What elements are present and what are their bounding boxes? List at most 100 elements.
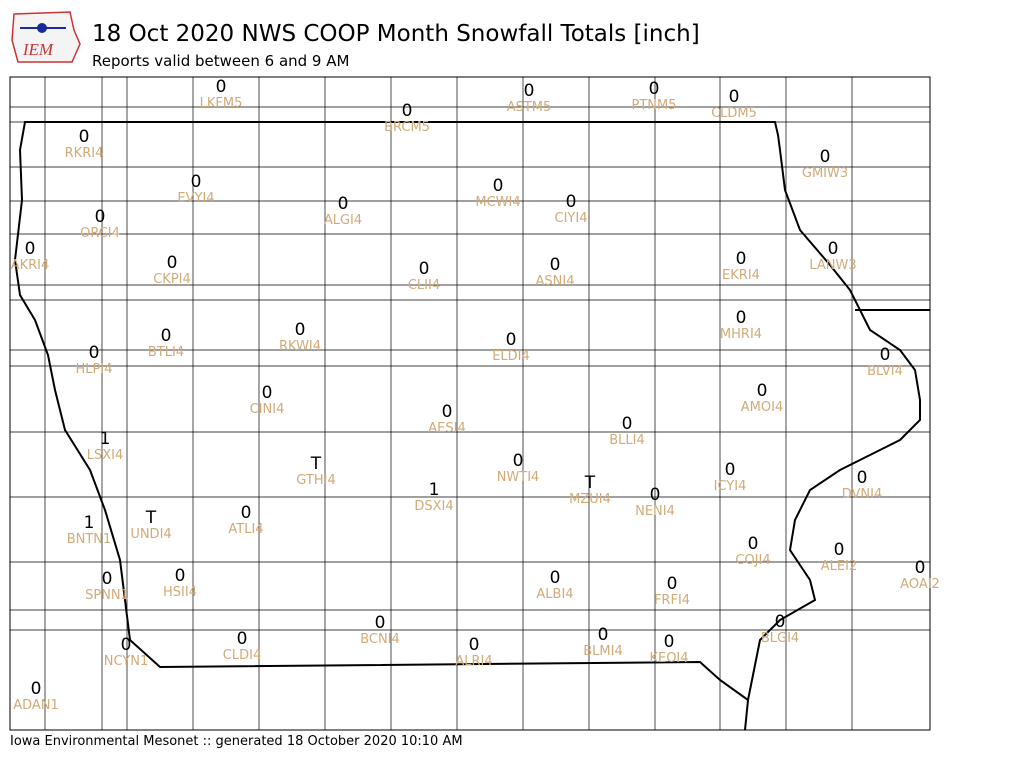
station-value: 0 xyxy=(493,176,504,196)
station-id: BRCM5 xyxy=(384,120,430,135)
station-id: BLMI4 xyxy=(583,644,622,659)
station-id: LKFM5 xyxy=(200,96,243,111)
station-value: 0 xyxy=(402,101,413,121)
station-value: 0 xyxy=(121,635,132,655)
station-id: GMIW3 xyxy=(802,166,848,181)
station-value: 0 xyxy=(102,569,113,589)
station-id: ICYI4 xyxy=(714,479,747,494)
state-border xyxy=(13,121,921,702)
station-id: EKRI4 xyxy=(722,268,760,283)
station-value: 0 xyxy=(419,259,430,279)
station-value: 0 xyxy=(167,253,178,273)
station-id: NWTI4 xyxy=(497,470,540,485)
station-id: RKRI4 xyxy=(65,146,104,161)
county-lines xyxy=(10,77,930,730)
station-id: EVYI4 xyxy=(177,191,214,206)
station-value: 0 xyxy=(338,194,349,214)
station-value: 0 xyxy=(469,635,480,655)
station-value: 0 xyxy=(828,239,839,259)
station-id: ADAN1 xyxy=(13,698,59,713)
station-id: ATLI4 xyxy=(228,522,263,537)
station-value: 0 xyxy=(550,255,561,275)
station-id: PTNM5 xyxy=(632,98,677,113)
station-id: AMOI4 xyxy=(741,400,783,415)
station-id: AOAI2 xyxy=(900,577,940,592)
station-id: RKWI4 xyxy=(279,339,321,354)
station-value: 0 xyxy=(375,613,386,633)
station-id: CLDM5 xyxy=(711,106,757,121)
station-value: 0 xyxy=(191,172,202,192)
station-id: CIYI4 xyxy=(555,211,588,226)
map xyxy=(10,77,930,730)
station-id: ALEI2 xyxy=(821,559,857,574)
station-value: 0 xyxy=(31,679,42,699)
station-value: 0 xyxy=(442,402,453,422)
station-value: 0 xyxy=(857,468,868,488)
station-value: 0 xyxy=(757,381,768,401)
station-value: 0 xyxy=(820,147,831,167)
station-id: CLII4 xyxy=(408,278,440,293)
station-value: 0 xyxy=(598,625,609,645)
station-value: 0 xyxy=(295,320,306,340)
station-id: MZUI4 xyxy=(569,492,611,507)
station-id: BLVI4 xyxy=(867,364,903,379)
station-id: DSXI4 xyxy=(414,499,453,514)
logo: IEM xyxy=(11,11,81,63)
station-id: BTLI4 xyxy=(148,345,184,360)
station-id: ALBI4 xyxy=(536,587,573,602)
station-value: 0 xyxy=(775,612,786,632)
station-id: CLDI4 xyxy=(223,648,261,663)
station-id: UNDI4 xyxy=(130,527,171,542)
station-id: GTHI4 xyxy=(296,473,335,488)
station-id: COJI4 xyxy=(735,553,770,568)
station-id: MHRI4 xyxy=(720,327,762,342)
station-value: 1 xyxy=(100,429,111,449)
station-id: ELDI4 xyxy=(492,349,530,364)
station-value: 0 xyxy=(736,249,747,269)
station-id: SPNN1 xyxy=(85,588,129,603)
station-value: 0 xyxy=(667,574,678,594)
station-id: ALRI4 xyxy=(455,654,492,669)
station-value: 0 xyxy=(880,345,891,365)
station-value: 0 xyxy=(175,566,186,586)
station-id: LANW3 xyxy=(809,258,856,273)
station-value: T xyxy=(584,473,596,493)
station-value: 0 xyxy=(748,534,759,554)
station-id: BNTN1 xyxy=(67,532,112,547)
station-id: CKPI4 xyxy=(153,272,191,287)
station-value: 1 xyxy=(429,480,440,500)
